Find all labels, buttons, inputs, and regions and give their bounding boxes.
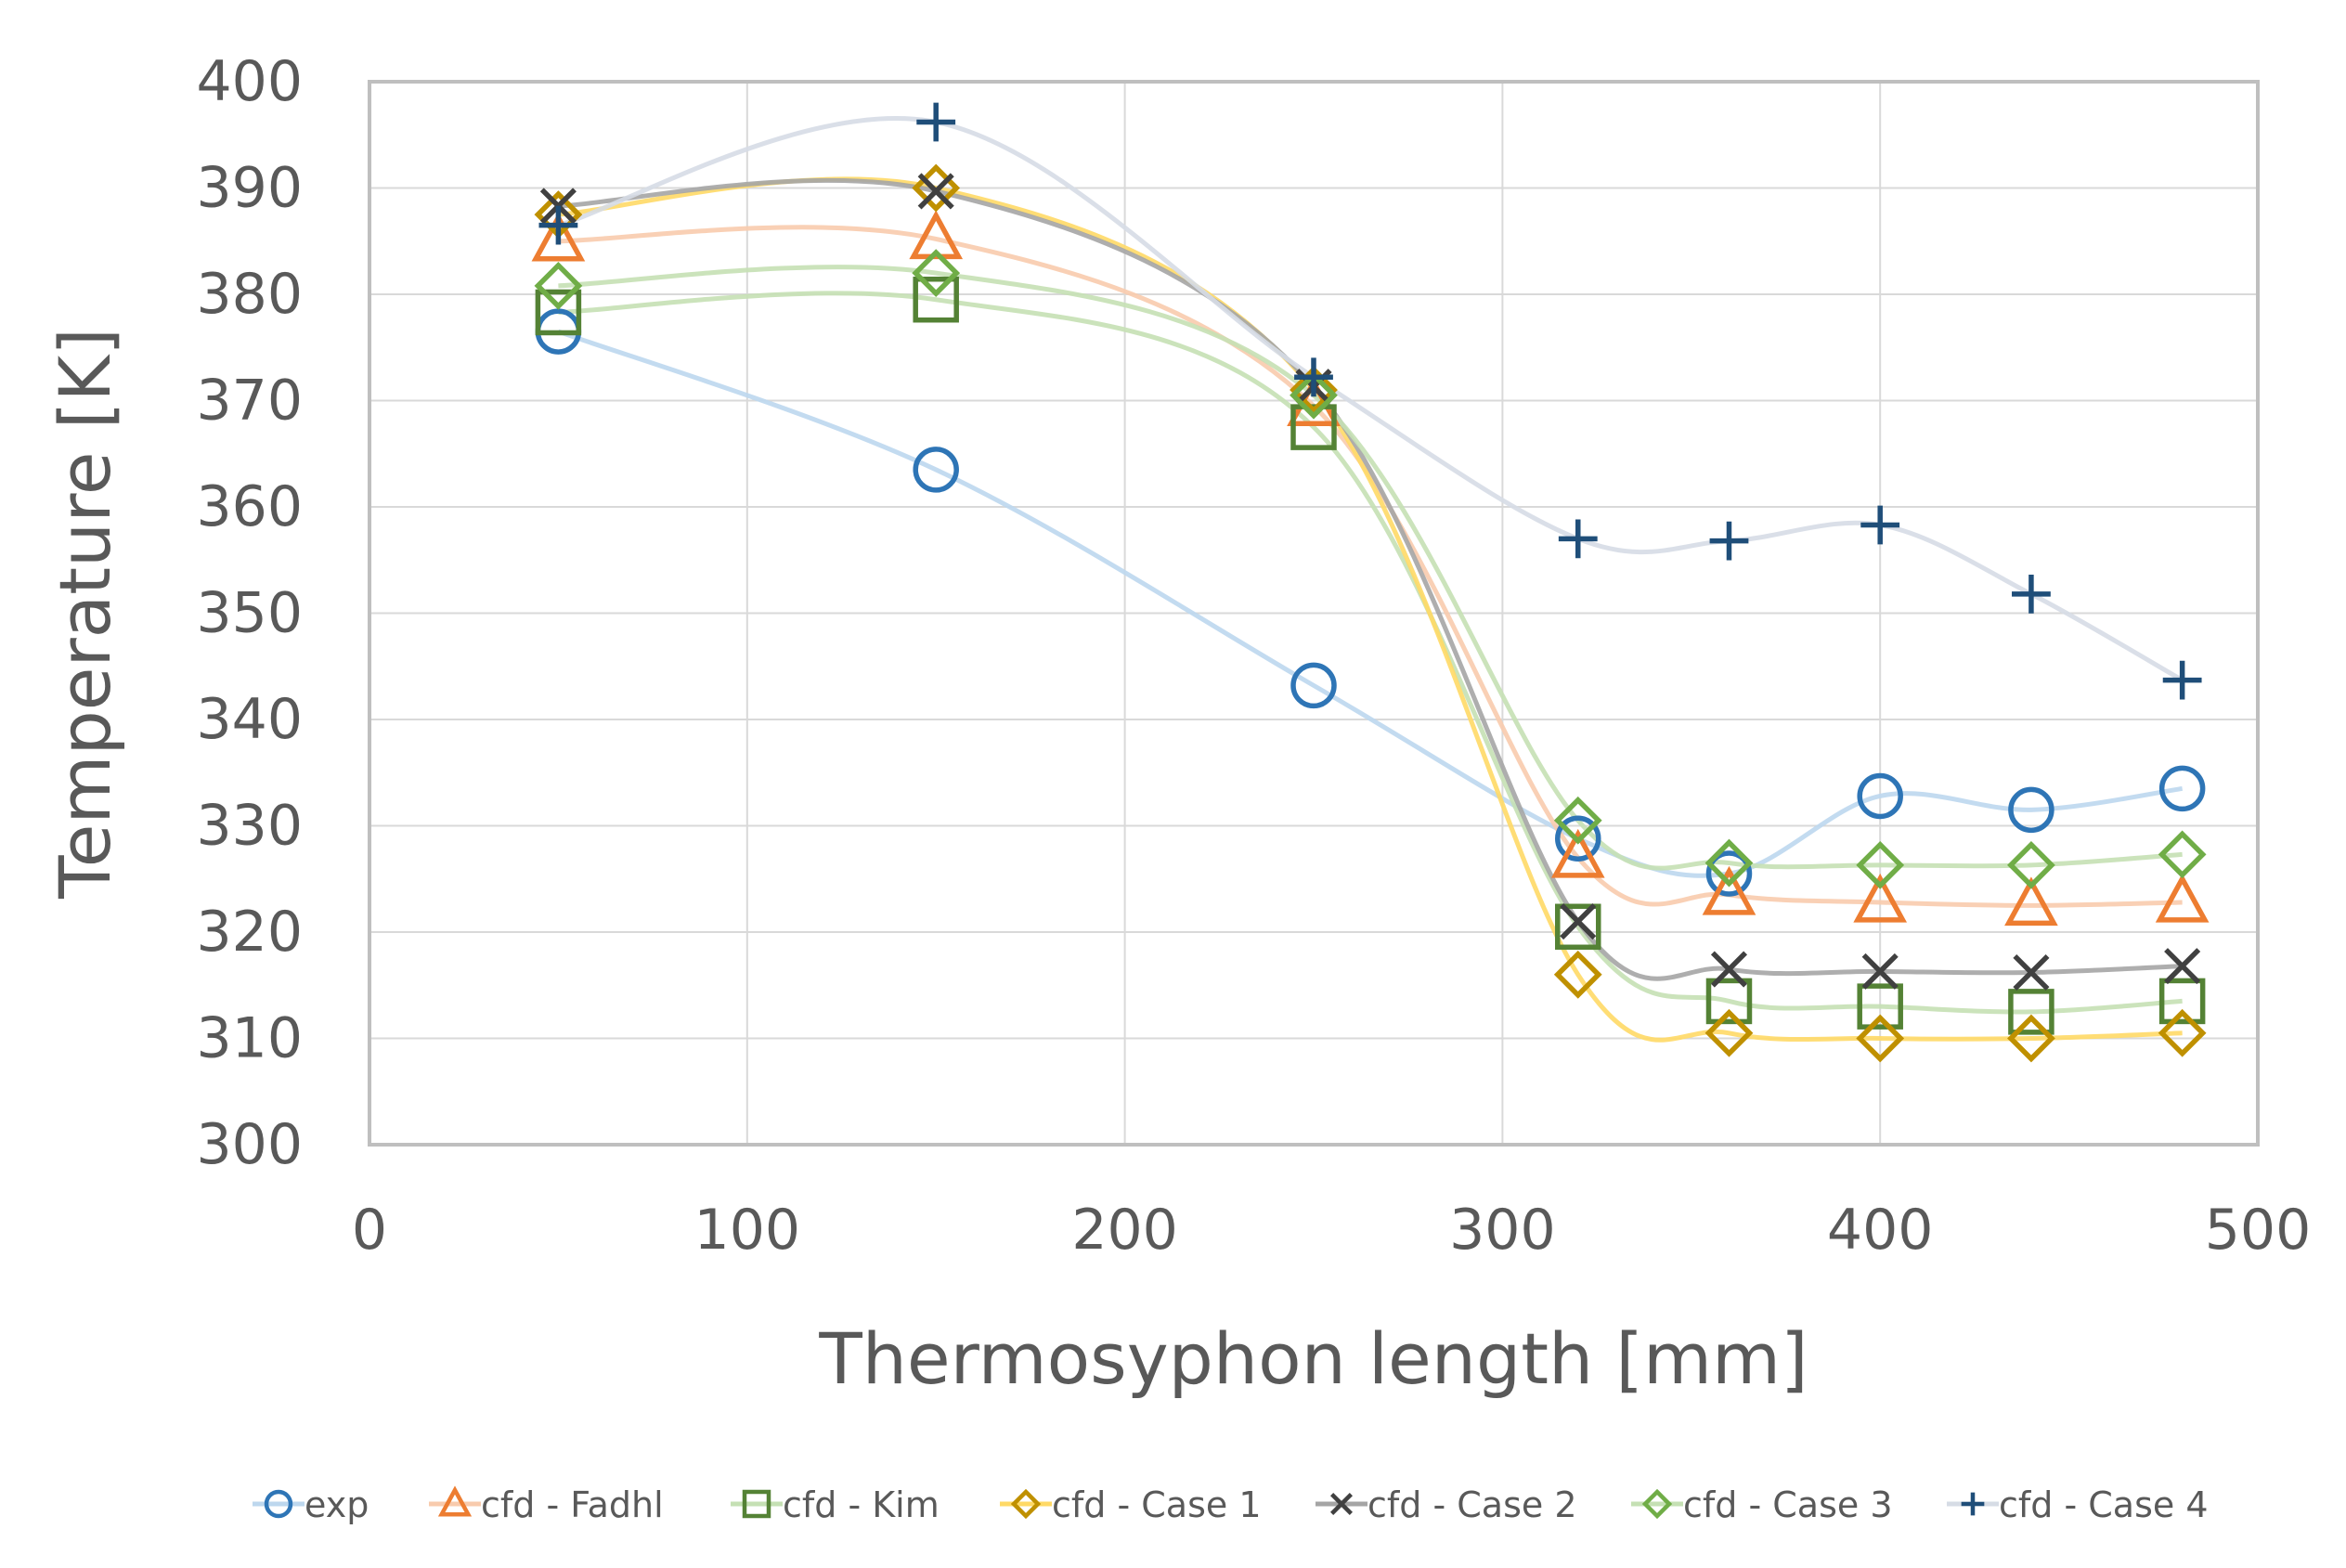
data-point-circle-marker — [913, 447, 959, 493]
y-tick-label: 320 — [196, 900, 303, 965]
series-lines — [557, 116, 2184, 1043]
legend-marker-diamond — [1641, 1488, 1673, 1520]
y-tick-label: 310 — [196, 1006, 303, 1071]
data-point-triangle-marker — [2004, 876, 2058, 927]
legend-marker-plus — [1961, 1492, 1985, 1516]
data-point-diamond-marker — [1290, 370, 1338, 420]
legend: exp cfd - Fadhl cfd - Kim cfd - Case 1 cfd -… — [253, 1484, 2209, 1525]
data-point-triangle-marker — [1702, 865, 1756, 915]
y-tick-label: 340 — [196, 687, 303, 752]
legend-label: cfd - Kim — [783, 1484, 940, 1525]
data-point-square-marker — [535, 289, 582, 336]
data-point-plus-marker — [1558, 519, 1598, 559]
data-point-diamond-marker — [1553, 796, 1602, 845]
data-point-diamond-marker — [2158, 1008, 2207, 1057]
data-point-circle-marker — [1555, 815, 1601, 862]
legend-label: cfd - Fadhl — [481, 1484, 664, 1525]
x-tick-label: 300 — [1449, 1198, 1556, 1263]
series-line-6 — [558, 265, 2183, 871]
legend-label: cfd - Case 4 — [1999, 1484, 2209, 1525]
x-tick-label: 0 — [352, 1198, 387, 1263]
x-axis-title: Thermosyphon length [mm] — [818, 1317, 1808, 1400]
data-point-plus-marker — [2162, 660, 2202, 700]
data-point-triangle-marker — [1550, 828, 1605, 878]
data-point-square-marker — [2008, 989, 2054, 1035]
legend-marker-diamond — [1010, 1488, 1042, 1520]
data-point-circle-marker — [2158, 765, 2206, 812]
y-axis-title: Temperature [K] — [44, 328, 126, 900]
data-point-x-marker — [917, 173, 954, 210]
legend-marker-triangle — [437, 1485, 473, 1517]
x-axis-tick-labels: 0 100 200 300 400 500 — [352, 1198, 2311, 1263]
data-point-plus-marker — [1860, 505, 1900, 545]
data-point-diamond-marker — [912, 249, 961, 297]
data-point-plus-marker — [2012, 574, 2051, 614]
data-point-x-marker — [1710, 951, 1748, 988]
data-point-circle-marker — [1290, 662, 1337, 709]
data-point-square-marker — [1857, 983, 1903, 1030]
data-point-x-marker — [2013, 953, 2050, 991]
data-point-triangle-marker — [909, 210, 964, 260]
legend-label: cfd - Case 1 — [1052, 1484, 1262, 1525]
legend-marker-x — [1330, 1493, 1353, 1515]
y-axis-tick-labels: 300 310 320 330 340 350 360 370 380 390 400 — [196, 49, 303, 1177]
data-point-plus-marker — [916, 102, 956, 142]
y-tick-label: 380 — [196, 262, 303, 327]
x-tick-label: 400 — [1827, 1198, 1934, 1263]
data-point-diamond-marker — [2007, 1014, 2055, 1063]
data-point-square-marker — [1705, 978, 1753, 1025]
data-point-diamond-marker — [1553, 950, 1602, 999]
y-tick-label: 370 — [196, 369, 303, 434]
y-tick-label: 350 — [196, 581, 303, 646]
y-tick-label: 300 — [196, 1112, 303, 1177]
data-point-diamond-marker — [1704, 838, 1754, 888]
legend-marker-circle — [264, 1489, 293, 1519]
data-point-triangle-marker — [1853, 873, 1908, 923]
data-point-circle-marker — [2008, 786, 2054, 834]
data-point-plus-marker — [1294, 357, 1333, 397]
data-point-diamond-marker — [1290, 366, 1338, 414]
data-point-diamond-marker — [534, 261, 583, 310]
legend-label: exp — [305, 1484, 369, 1525]
data-point-circle-marker — [1857, 772, 1903, 820]
plot-area-border — [368, 80, 2260, 1147]
data-point-triangle-marker — [2155, 873, 2210, 923]
data-point-triangle-marker — [531, 212, 586, 262]
data-point-diamond-marker — [912, 163, 961, 213]
x-tick-label: 100 — [694, 1198, 801, 1263]
series-line-3 — [558, 291, 2183, 1015]
data-point-circle-marker — [1705, 850, 1753, 897]
y-tick-label: 400 — [196, 49, 303, 114]
data-point-square-marker — [1290, 404, 1337, 450]
data-point-diamond-marker — [2158, 830, 2207, 879]
data-point-plus-marker — [1709, 521, 1749, 561]
legend-marker-square — [742, 1489, 771, 1519]
data-point-square-marker — [913, 276, 959, 323]
legend-label: cfd - Case 3 — [1683, 1484, 1893, 1525]
legend-label: cfd - Case 2 — [1367, 1484, 1577, 1525]
data-point-diamond-marker — [1704, 1008, 1754, 1057]
series-markers — [531, 102, 2210, 1063]
data-point-x-marker — [2164, 948, 2201, 985]
data-point-diamond-marker — [1856, 1014, 1905, 1063]
data-point-square-marker — [1555, 903, 1601, 951]
data-point-square-marker — [2158, 978, 2206, 1025]
y-tick-label: 360 — [196, 474, 303, 539]
y-tick-label: 330 — [196, 794, 303, 859]
y-tick-label: 390 — [196, 156, 303, 221]
x-tick-label: 200 — [1071, 1198, 1178, 1263]
series-line-2 — [558, 225, 2183, 908]
data-point-plus-marker — [538, 205, 578, 245]
data-point-diamond-marker — [2007, 840, 2055, 889]
data-point-diamond-marker — [1856, 840, 1905, 889]
x-tick-label: 500 — [2205, 1198, 2312, 1263]
data-point-x-marker — [1560, 903, 1597, 940]
data-point-x-marker — [1861, 952, 1899, 990]
